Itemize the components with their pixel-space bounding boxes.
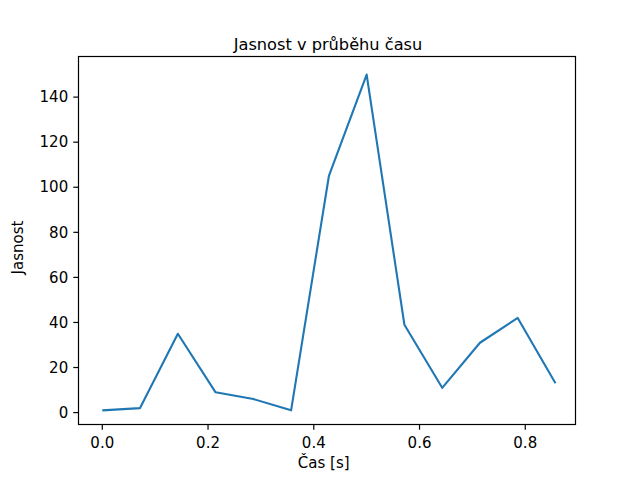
y-tick-label: 40 xyxy=(49,314,68,332)
x-tick-label: 0.8 xyxy=(513,434,537,452)
x-axis-label: Čas [s] xyxy=(298,453,350,472)
y-tick-label: 80 xyxy=(49,224,68,242)
y-axis-label: Jasnost xyxy=(9,220,27,275)
y-tick-label: 60 xyxy=(49,269,68,287)
y-tick-label: 140 xyxy=(40,88,69,106)
y-tick-label: 120 xyxy=(40,133,69,151)
x-tick-label: 0.6 xyxy=(408,434,432,452)
y-tick-label: 20 xyxy=(49,359,68,377)
figure-background xyxy=(0,0,640,480)
y-tick-label: 100 xyxy=(40,178,69,196)
chart-title: Jasnost v průběhu času xyxy=(233,35,423,54)
line-chart-figure: Jasnost v průběhu času Čas [s] Jasnost 0… xyxy=(0,0,640,480)
x-tick-label: 0.2 xyxy=(196,434,220,452)
x-tick-label: 0.4 xyxy=(302,434,326,452)
x-tick-label: 0.0 xyxy=(90,434,114,452)
y-tick-label: 0 xyxy=(59,404,69,422)
